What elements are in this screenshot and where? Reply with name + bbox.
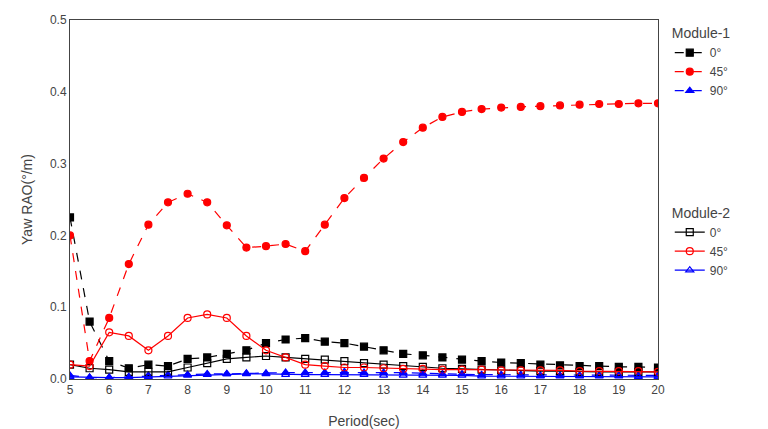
svg-text:45°: 45° bbox=[710, 65, 728, 79]
svg-text:Yaw RAO(°/m): Yaw RAO(°/m) bbox=[19, 154, 35, 245]
svg-text:Module-1: Module-1 bbox=[672, 25, 731, 41]
svg-text:0°: 0° bbox=[710, 46, 722, 60]
svg-text:7: 7 bbox=[145, 383, 152, 397]
svg-text:17: 17 bbox=[534, 383, 548, 397]
svg-text:18: 18 bbox=[573, 383, 587, 397]
svg-text:0°: 0° bbox=[710, 226, 722, 240]
svg-text:16: 16 bbox=[495, 383, 509, 397]
svg-text:0.4: 0.4 bbox=[50, 85, 67, 99]
svg-text:9: 9 bbox=[223, 383, 230, 397]
svg-text:8: 8 bbox=[184, 383, 191, 397]
svg-text:45°: 45° bbox=[710, 245, 728, 259]
svg-text:10: 10 bbox=[259, 383, 273, 397]
svg-text:0.5: 0.5 bbox=[50, 13, 67, 27]
svg-text:Period(sec): Period(sec) bbox=[328, 413, 400, 429]
svg-text:6: 6 bbox=[106, 383, 113, 397]
svg-text:5: 5 bbox=[67, 383, 74, 397]
svg-text:0.0: 0.0 bbox=[50, 372, 67, 386]
svg-text:20: 20 bbox=[651, 383, 665, 397]
svg-text:14: 14 bbox=[416, 383, 430, 397]
svg-text:11: 11 bbox=[299, 383, 312, 397]
svg-text:0.2: 0.2 bbox=[50, 229, 67, 243]
svg-text:0.3: 0.3 bbox=[50, 157, 67, 171]
svg-text:13: 13 bbox=[377, 383, 391, 397]
svg-text:90°: 90° bbox=[710, 264, 728, 278]
svg-text:12: 12 bbox=[338, 383, 352, 397]
svg-text:90°: 90° bbox=[710, 84, 728, 98]
svg-text:Module-2: Module-2 bbox=[672, 205, 731, 221]
svg-text:19: 19 bbox=[612, 383, 626, 397]
svg-text:15: 15 bbox=[455, 383, 469, 397]
svg-text:0.1: 0.1 bbox=[50, 300, 67, 314]
